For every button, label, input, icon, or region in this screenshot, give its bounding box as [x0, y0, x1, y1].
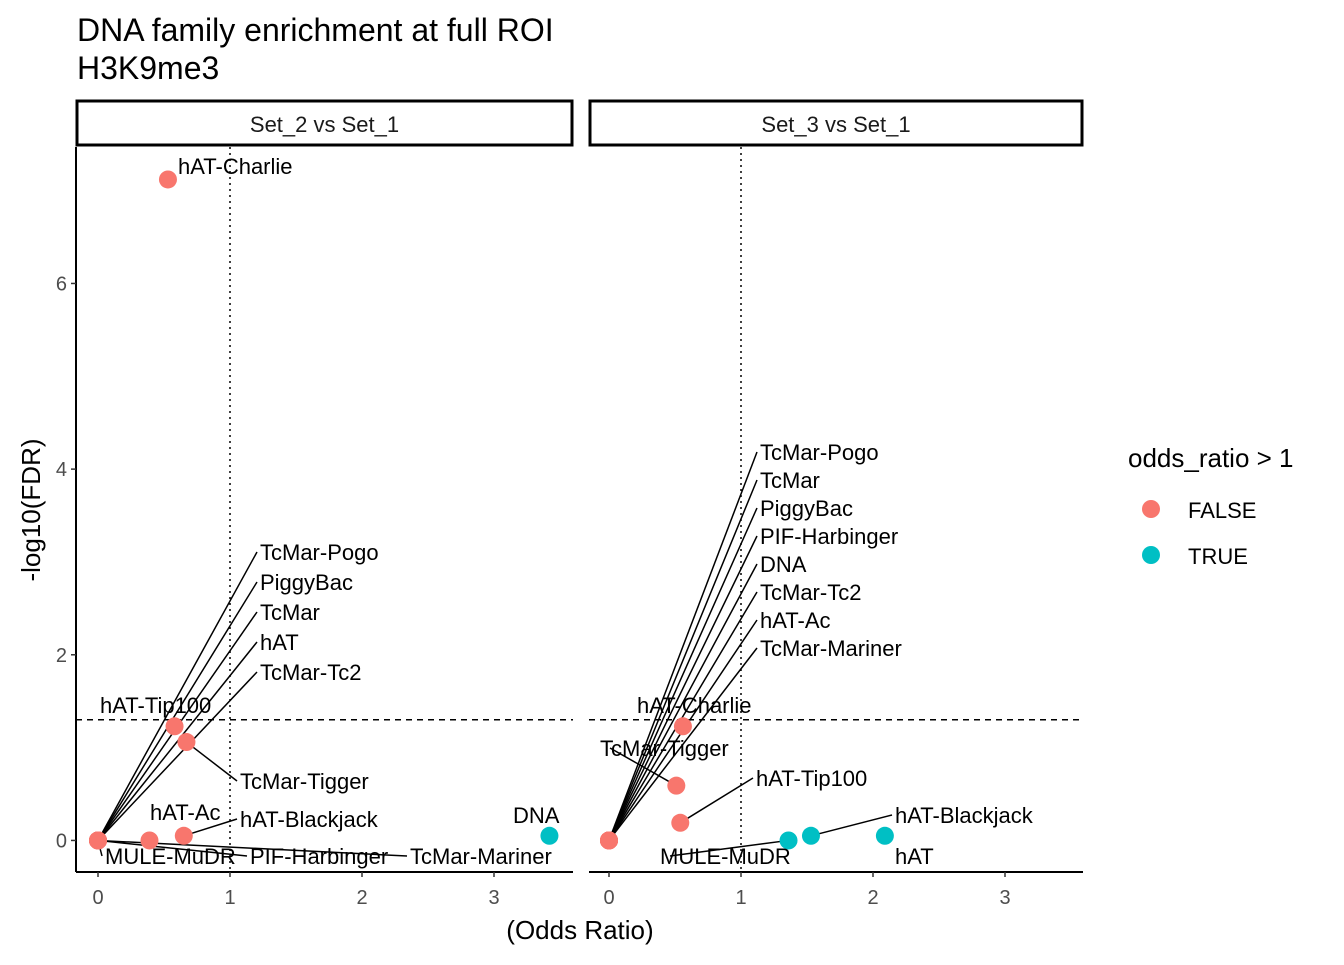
legend: odds_ratio > 1 FALSE TRUE — [1128, 443, 1294, 569]
x-tick-label: 1 — [735, 887, 746, 909]
label-segment — [810, 814, 893, 837]
data-point — [165, 717, 184, 736]
data-point — [177, 733, 196, 752]
point-label: MULE-MuDR — [660, 844, 791, 869]
chart-title: DNA family enrichment at full ROI — [77, 12, 554, 48]
x-tick-label: 1 — [224, 887, 235, 909]
y-tick-label: 0 — [56, 830, 67, 852]
point-label: TcMar — [760, 468, 820, 493]
point-label: PiggyBac — [760, 496, 853, 521]
point-label: DNA — [513, 803, 560, 828]
x-axis-label: (Odds Ratio) — [506, 915, 653, 945]
data-point — [667, 776, 686, 795]
point-label: PIF-Harbinger — [250, 844, 388, 869]
label-segment — [97, 581, 258, 841]
data-point — [540, 826, 559, 845]
point-label: MULE-MuDR — [105, 844, 236, 869]
point-label: hAT-Charlie — [178, 154, 293, 179]
label-segment — [183, 818, 238, 837]
label-segment — [608, 591, 758, 841]
point-label: hAT-Blackjack — [240, 807, 379, 832]
legend-key-false — [1142, 500, 1160, 518]
y-tick-label: 2 — [56, 645, 67, 667]
point-label: hAT-Ac — [760, 608, 831, 633]
label-segment — [97, 839, 248, 857]
point-label: hAT-Charlie — [637, 693, 752, 718]
data-point — [140, 831, 159, 850]
label-segment — [679, 777, 754, 824]
label-segment — [608, 647, 758, 841]
point-label: TcMar-Pogo — [760, 440, 879, 465]
point-label: TcMar-Mariner — [760, 636, 902, 661]
facet-strip-label: Set_2 vs Set_1 — [250, 112, 399, 137]
data-point — [671, 813, 690, 832]
point-label: TcMar-Mariner — [410, 844, 552, 869]
point-label: hAT — [260, 630, 299, 655]
data-point — [673, 717, 692, 736]
label-segment — [97, 671, 258, 841]
x-tick-label: 2 — [356, 887, 367, 909]
point-label: hAT — [895, 844, 934, 869]
x-tick-label: 0 — [603, 887, 614, 909]
point-label: hAT-Tip100 — [756, 766, 867, 791]
point-label: hAT-Blackjack — [895, 803, 1034, 828]
y-tick-label: 6 — [56, 273, 67, 295]
label-segment — [609, 747, 677, 787]
label-segment — [608, 507, 758, 841]
point-label: TcMar-Tigger — [240, 769, 369, 794]
label-segment — [608, 451, 758, 841]
x-tick-label: 0 — [92, 887, 103, 909]
facet-strip — [75, 99, 574, 147]
label-segment — [185, 741, 238, 782]
y-tick-label: 4 — [56, 459, 67, 481]
point-label: TcMar-Tc2 — [760, 580, 861, 605]
point-label: TcMar-Tigger — [600, 736, 729, 761]
label-segment — [608, 535, 758, 841]
data-point — [89, 831, 107, 850]
point-label: PiggyBac — [260, 570, 353, 595]
point-label: DNA — [760, 552, 807, 577]
point-label: TcMar-Tc2 — [260, 660, 361, 685]
panel-2: Set_3 vs Set_1 0 1 2 3 hAT-Charlie TcMar-Tigge… — [588, 99, 1084, 909]
facet-strip — [588, 99, 1084, 147]
legend-key-true — [1142, 546, 1160, 564]
data-point — [779, 831, 798, 850]
x-tick-label: 2 — [867, 887, 878, 909]
x-tick-label: 3 — [999, 887, 1010, 909]
point-label: PIF-Harbinger — [760, 524, 898, 549]
point-label: TcMar — [260, 600, 320, 625]
facet-strip-label: Set_3 vs Set_1 — [761, 112, 910, 137]
legend-label-false: FALSE — [1188, 498, 1256, 523]
data-point — [158, 170, 177, 189]
legend-title: odds_ratio > 1 — [1128, 443, 1294, 473]
chart-subtitle: H3K9me3 — [77, 50, 219, 86]
point-label: hAT-Ac — [150, 800, 221, 825]
label-segment — [669, 839, 789, 857]
panel-1: Set_2 vs Set_1 0 2 4 6 0 1 2 3 hAT-Charlie hAT-Tip… — [56, 99, 574, 909]
label-segment — [97, 551, 258, 841]
label-segment — [608, 479, 758, 841]
label-segment — [608, 563, 758, 841]
point-label: hAT-Tip100 — [100, 693, 211, 718]
legend-label-true: TRUE — [1188, 544, 1248, 569]
data-point — [875, 826, 894, 845]
y-axis-label: -log10(FDR) — [16, 438, 46, 581]
data-point — [174, 826, 193, 845]
point-label: TcMar-Pogo — [260, 540, 379, 565]
data-point — [600, 831, 618, 850]
data-point — [801, 826, 820, 845]
x-tick-label: 3 — [488, 887, 499, 909]
